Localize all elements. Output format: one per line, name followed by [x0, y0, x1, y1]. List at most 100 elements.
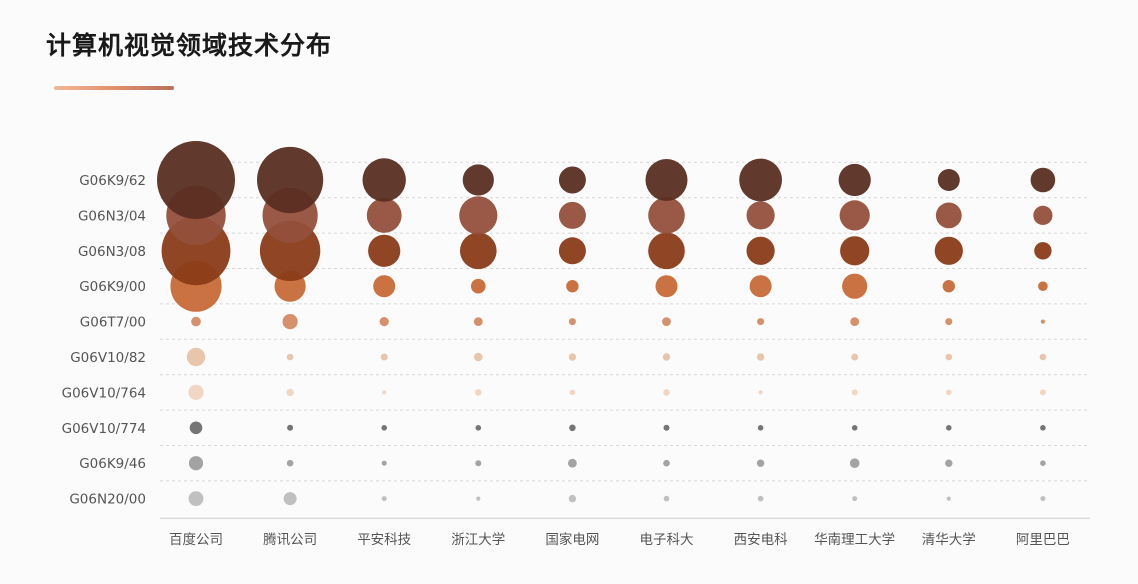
bubble [945, 353, 953, 361]
bubble [475, 389, 482, 396]
bubble [851, 353, 859, 361]
bubble [558, 201, 586, 229]
bubble [937, 169, 960, 191]
bubble [475, 460, 482, 467]
bubble [851, 425, 858, 431]
y-tick-label: G06T7/00 [80, 315, 146, 331]
bubble [188, 384, 204, 400]
y-tick-label: G06V10/764 [62, 385, 146, 401]
y-tick-label: G06V10/82 [70, 350, 146, 366]
x-tick-label: 西安电科 [734, 532, 788, 548]
bubble [568, 458, 577, 468]
bubble [380, 353, 388, 361]
bubble [739, 158, 782, 202]
bubble [663, 459, 670, 467]
bubble [842, 273, 868, 299]
x-tick-label: 腾讯公司 [263, 531, 317, 548]
bubble [471, 278, 486, 294]
bubble [382, 390, 387, 395]
bubble [186, 347, 206, 367]
bubble [379, 317, 389, 327]
bubble [189, 421, 203, 435]
x-tick-label: 清华大学 [922, 532, 976, 548]
y-tick-label: G06N3/04 [78, 208, 146, 224]
bubble [850, 317, 860, 326]
bubble [381, 460, 387, 466]
bubble [946, 496, 951, 501]
bubble [462, 164, 494, 196]
x-tick-label: 平安科技 [357, 532, 411, 548]
bubble [568, 353, 577, 361]
bubble [283, 492, 297, 506]
bubble [475, 425, 482, 431]
bubble [1040, 425, 1046, 431]
bubble [381, 425, 388, 431]
bubble [460, 232, 497, 270]
x-tick-label: 电子科大 [640, 532, 694, 548]
bubble [1038, 281, 1048, 292]
bubble [257, 146, 324, 214]
y-axis-labels: G06K9/62 G06N3/04 G06N3/08 G06K9/00 G06T7/00… [62, 173, 146, 508]
bubble [1033, 205, 1053, 225]
bubble [366, 198, 402, 233]
bubble [188, 456, 204, 471]
bubble [839, 200, 870, 231]
bubble [1040, 319, 1045, 324]
bubble [459, 196, 498, 235]
bubble [648, 197, 685, 234]
bubble [287, 424, 294, 431]
bubble [381, 496, 387, 502]
bubble [474, 352, 483, 362]
bubble [191, 316, 201, 327]
bubble [1040, 496, 1046, 502]
bubble [568, 494, 577, 503]
bubble [663, 424, 670, 431]
bubble [838, 163, 871, 197]
bubble [1034, 242, 1052, 260]
bubble [1039, 353, 1047, 361]
bubble [566, 280, 579, 293]
bubble [282, 314, 298, 330]
bubble [662, 353, 671, 361]
y-tick-label: G06K9/46 [79, 456, 146, 472]
bubble [558, 237, 586, 265]
bubble [756, 459, 765, 467]
bubble [840, 236, 870, 266]
x-tick-label: 百度公司 [169, 532, 223, 548]
bubble [946, 389, 952, 396]
bubble [1039, 389, 1046, 396]
bubble [945, 459, 953, 467]
x-tick-label: 浙江大学 [451, 532, 505, 548]
bubble [188, 491, 204, 506]
bubble [1030, 167, 1056, 193]
bubble [473, 317, 483, 326]
bubble [569, 389, 576, 396]
bubble [569, 424, 576, 432]
bubble [945, 318, 953, 326]
grid-lines [160, 161, 1090, 519]
bubble [476, 496, 481, 501]
bubble [663, 495, 670, 502]
bubble [368, 234, 401, 267]
bubble [568, 318, 576, 326]
bubble [946, 425, 952, 431]
bubble [746, 201, 775, 230]
bubble [662, 317, 671, 326]
bubble [851, 389, 858, 396]
y-tick-label: G06N20/00 [69, 492, 146, 508]
x-tick-label: 国家电网 [545, 531, 599, 548]
bubble [558, 166, 586, 194]
bubble [286, 388, 294, 397]
bubble [1040, 460, 1046, 467]
y-tick-label: G06N3/08 [78, 244, 146, 260]
bubble [663, 389, 670, 396]
x-tick-label: 华南理工大学 [814, 532, 895, 548]
chart-title: 计算机视觉领域技术分布 [46, 31, 333, 60]
bubble [749, 275, 772, 298]
y-tick-label: G06V10/774 [62, 421, 146, 437]
x-tick-label: 阿里巴巴 [1016, 532, 1070, 548]
y-tick-label: G06K9/62 [79, 173, 146, 189]
bubble [286, 459, 294, 467]
